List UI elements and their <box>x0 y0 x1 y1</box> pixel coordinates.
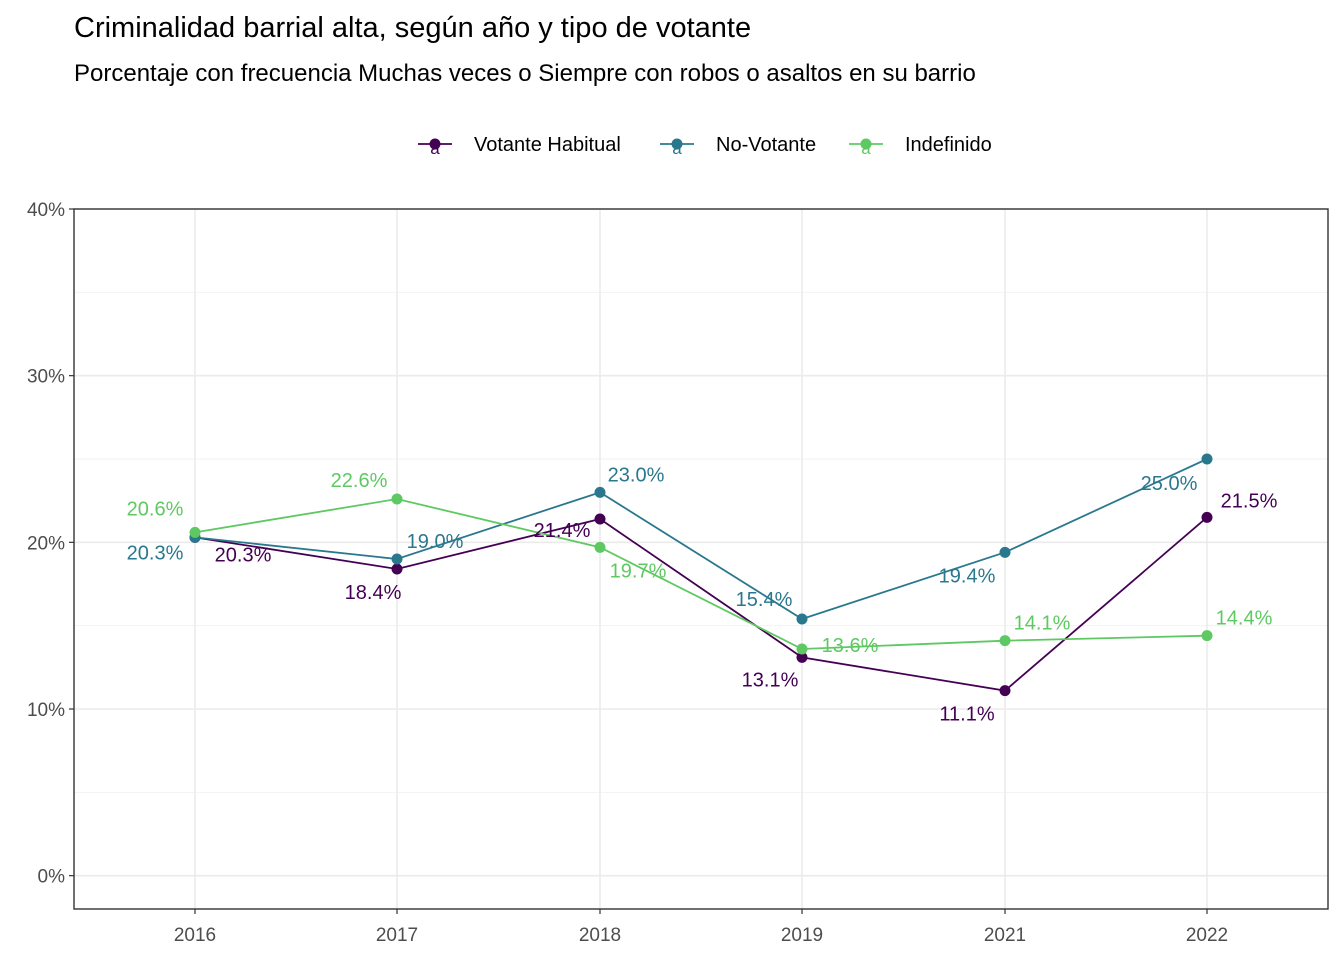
chart-subtitle: Porcentaje con frecuencia Muchas veces o… <box>74 60 976 87</box>
data-point <box>594 513 606 525</box>
series-line <box>194 498 1208 650</box>
x-tick-label: 2022 <box>1186 925 1228 946</box>
series-indefinido <box>189 493 1213 655</box>
data-label: 15.4% <box>736 589 793 611</box>
data-point <box>1201 630 1213 642</box>
data-label: 20.6% <box>127 498 184 520</box>
data-label: 14.1% <box>1014 613 1071 635</box>
y-tick-label: 20% <box>27 533 65 554</box>
series-line <box>194 458 1208 620</box>
data-label: 13.6% <box>822 635 879 657</box>
data-label: 22.6% <box>331 470 388 492</box>
x-tick-label: 2016 <box>174 925 216 946</box>
data-label: 14.4% <box>1216 608 1273 630</box>
legend-key-point <box>671 138 683 150</box>
legend-key-point <box>860 138 872 150</box>
data-point <box>189 526 201 538</box>
legend-key-point <box>429 138 441 150</box>
legend-label: No-Votante <box>716 134 816 156</box>
data-point <box>594 541 606 553</box>
data-point <box>594 486 606 498</box>
data-label: 11.1% <box>939 704 994 726</box>
x-tick-label: 2017 <box>376 925 418 946</box>
data-point <box>999 635 1011 647</box>
legend: a Votante Habitual a No-Votante a Indefinido <box>418 134 992 158</box>
data-label: 23.0% <box>608 464 665 486</box>
series-line <box>194 516 1208 692</box>
y-tick-label: 40% <box>27 200 65 221</box>
data-point <box>1201 511 1213 523</box>
data-point <box>391 493 403 505</box>
plot-area: 0% 10% 20% 30% 40% 2016 2017 2018 2019 2021 2022 20… <box>27 200 1329 946</box>
data-label: 19.4% <box>939 565 996 587</box>
x-tick-label: 2018 <box>579 925 621 946</box>
data-point <box>391 553 403 565</box>
legend-item: a Votante Habitual <box>418 134 621 158</box>
data-label: 13.1% <box>742 669 799 691</box>
data-point <box>796 643 808 655</box>
legend-key-glyph: a <box>672 139 682 158</box>
data-label: 20.3% <box>215 544 272 566</box>
legend-label: Votante Habitual <box>474 134 621 156</box>
data-label: 21.5% <box>1221 490 1278 512</box>
legend-item: a Indefinido <box>849 134 992 158</box>
data-label: 19.0% <box>407 531 464 553</box>
data-point <box>796 651 808 663</box>
x-tick-label: 2019 <box>781 925 823 946</box>
y-tick-label: 30% <box>27 367 65 388</box>
data-point <box>999 546 1011 558</box>
data-point <box>999 685 1011 697</box>
panel-border <box>73 208 1329 910</box>
data-point <box>1201 453 1213 465</box>
legend-key-glyph: a <box>430 139 440 158</box>
data-point <box>391 563 403 575</box>
data-label: 25.0% <box>1141 473 1198 495</box>
y-tick-label: 10% <box>27 700 65 721</box>
data-label: 19.7% <box>610 560 667 582</box>
x-tick-label: 2021 <box>984 925 1026 946</box>
y-tick-label: 0% <box>38 867 66 888</box>
data-point <box>796 613 808 625</box>
data-label: 21.4% <box>534 520 591 542</box>
legend-item: a No-Votante <box>660 134 816 158</box>
series-votante-habitual <box>189 511 1213 697</box>
data-label: 20.3% <box>127 542 184 564</box>
data-label: 18.4% <box>345 582 402 604</box>
legend-label: Indefinido <box>905 134 992 156</box>
legend-key-glyph: a <box>861 139 871 158</box>
chart-title: Criminalidad barrial alta, según año y t… <box>74 12 752 44</box>
